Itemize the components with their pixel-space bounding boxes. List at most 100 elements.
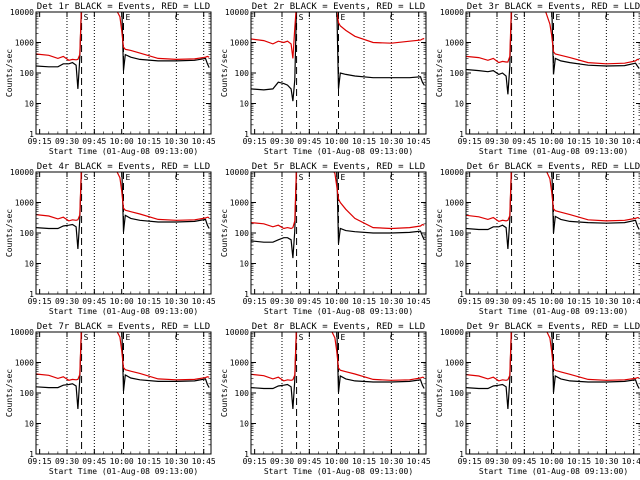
x-tick-label: 09:45 — [82, 297, 106, 306]
lld-series-line — [36, 332, 210, 381]
x-tick-label: 09:45 — [512, 297, 536, 306]
y-tick-label: 100 — [450, 229, 465, 238]
marker-label: E — [556, 333, 561, 342]
y-tick-label: 10 — [239, 420, 249, 429]
lld-series-line — [36, 172, 210, 222]
x-axis-title: Start Time (01-Aug-08 09:13:00) — [479, 467, 628, 476]
x-tick-label: 09:15 — [458, 297, 482, 306]
x-tick-label: 10:00 — [110, 457, 134, 466]
y-axis-title: Counts/sec — [220, 209, 229, 257]
y-tick-label: 100 — [235, 389, 250, 398]
y-tick-label: 1 — [29, 450, 34, 459]
x-tick-label: 10:00 — [540, 137, 564, 146]
events-series-line — [466, 172, 640, 249]
y-axis-title: Counts/sec — [220, 49, 229, 97]
y-tick-label: 10 — [454, 100, 464, 109]
marker-label: S — [84, 333, 89, 342]
marker-label: E — [341, 173, 346, 182]
marker-label: E — [126, 173, 131, 182]
x-tick-label: 09:30 — [270, 297, 294, 306]
marker-label: S — [84, 173, 89, 182]
x-tick-label: 10:00 — [110, 137, 134, 146]
marker-label: S — [514, 173, 519, 182]
y-tick-label: 10000 — [440, 168, 464, 177]
x-tick-label: 10:15 — [352, 297, 376, 306]
x-tick-label: 10:45 — [192, 137, 216, 146]
x-tick-label: 10:15 — [137, 297, 161, 306]
marker-label: S — [299, 13, 304, 22]
marker-label: E — [556, 13, 561, 22]
x-tick-label: 10:30 — [164, 297, 188, 306]
marker-label: S — [299, 173, 304, 182]
x-tick-label: 09:15 — [28, 137, 52, 146]
y-tick-label: 1 — [244, 450, 249, 459]
y-tick-label: 1 — [244, 130, 249, 139]
x-tick-label: 09:15 — [243, 297, 267, 306]
y-tick-label: 100 — [235, 229, 250, 238]
x-tick-label: 10:45 — [407, 457, 431, 466]
x-tick-label: 09:45 — [297, 137, 321, 146]
y-tick-label: 1 — [29, 130, 34, 139]
x-tick-label: 10:00 — [110, 297, 134, 306]
y-tick-label: 10000 — [440, 8, 464, 17]
y-tick-label: 1000 — [15, 39, 34, 48]
x-axis-title: Start Time (01-Aug-08 09:13:00) — [49, 147, 198, 156]
marker-label: C — [605, 173, 610, 182]
x-tick-label: 10:30 — [379, 457, 403, 466]
x-tick-label: 09:15 — [458, 137, 482, 146]
y-tick-label: 10 — [24, 420, 34, 429]
x-tick-label: 10:30 — [594, 137, 618, 146]
y-tick-label: 10000 — [225, 168, 249, 177]
marker-label: C — [390, 13, 395, 22]
x-tick-label: 10:45 — [622, 137, 640, 146]
y-axis-title: Counts/sec — [220, 369, 229, 417]
panel-title: Det 5r BLACK = Events, RED = LLD — [252, 162, 425, 172]
events-series-line — [36, 172, 210, 249]
marker-label: S — [514, 13, 519, 22]
events-series-line — [466, 12, 640, 95]
y-tick-label: 1000 — [445, 39, 464, 48]
y-tick-label: 10 — [239, 100, 249, 109]
y-tick-label: 10000 — [10, 8, 34, 17]
events-series-line — [251, 172, 425, 259]
x-tick-label: 10:15 — [137, 457, 161, 466]
events-series-line — [466, 332, 640, 409]
x-axis-title: Start Time (01-Aug-08 09:13:00) — [479, 147, 628, 156]
x-tick-label: 09:15 — [28, 297, 52, 306]
x-axis-title: Start Time (01-Aug-08 09:13:00) — [49, 307, 198, 316]
x-tick-label: 10:15 — [352, 457, 376, 466]
lld-series-line — [466, 12, 640, 65]
y-tick-label: 10000 — [10, 328, 34, 337]
x-tick-label: 10:45 — [407, 297, 431, 306]
events-series-line — [251, 332, 425, 409]
y-tick-label: 100 — [20, 69, 35, 78]
marker-label: C — [390, 333, 395, 342]
x-tick-label: 09:30 — [55, 137, 79, 146]
y-tick-label: 10 — [239, 260, 249, 269]
x-tick-label: 09:15 — [243, 137, 267, 146]
y-tick-label: 1000 — [445, 199, 464, 208]
marker-label: C — [605, 333, 610, 342]
x-tick-label: 10:30 — [164, 137, 188, 146]
x-tick-label: 09:45 — [297, 457, 321, 466]
lld-series-line — [466, 172, 640, 223]
x-tick-label: 09:30 — [485, 457, 509, 466]
x-axis-title: Start Time (01-Aug-08 09:13:00) — [264, 147, 413, 156]
x-tick-label: 10:30 — [594, 457, 618, 466]
marker-label: C — [175, 173, 180, 182]
marker-label: E — [126, 13, 131, 22]
y-tick-label: 1 — [29, 290, 34, 299]
events-series-line — [36, 332, 210, 409]
x-tick-label: 09:30 — [485, 297, 509, 306]
x-tick-label: 09:30 — [55, 457, 79, 466]
y-tick-label: 10000 — [225, 328, 249, 337]
y-tick-label: 100 — [450, 389, 465, 398]
x-tick-label: 09:30 — [270, 457, 294, 466]
